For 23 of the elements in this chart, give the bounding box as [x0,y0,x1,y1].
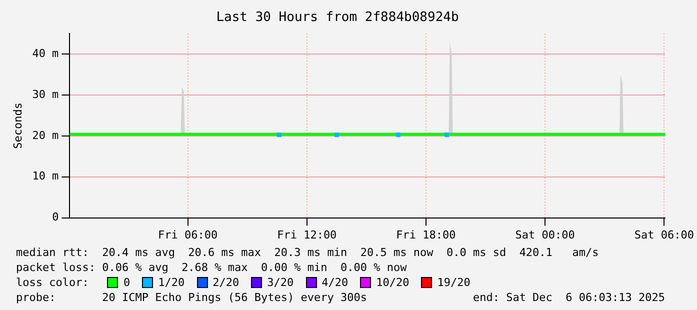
text: packet loss: 0.06 % avg 2.68 % max 0.00 % min 0.00 % now [16,260,408,275]
legend-label: 10/20 [376,275,410,290]
legend-label: 2/20 [212,275,240,290]
y-tick-label: 30 m [32,88,60,101]
x-tick-label: Fri 06:00 [158,228,218,242]
text: median rtt: 20.4 ms avg 20.6 ms max 20.3 ms min 20.5 ms now 0.0 ms sd 420.1 am/s [16,245,600,260]
x-tick-label: Sat 06:00 [634,228,694,242]
y-tick-label: 20 m [32,128,60,142]
x-tick-label: Fri 12:00 [277,228,337,242]
y-tick-label: 10 m [32,170,60,183]
text: probe: 20 ICMP Echo Pings (56 Bytes) every 300s end: Sat Dec 6 06:03:13 2025 [16,290,666,305]
y-tick-label: 0 [52,210,59,224]
chart-title: Last 30 Hours from 2f884b08924b [216,10,459,26]
x-tick-label: Fri 18:00 [396,228,456,242]
legend-label: 4/20 [322,275,348,290]
legend-label: 19/20 [437,275,470,290]
y-axis-title: Seconds [11,102,24,149]
legend-label: 1/20 [158,275,185,290]
x-tick-label: Sat 00:00 [515,228,575,242]
legend-title: loss color: [16,275,90,290]
legend-label: 0 [123,275,130,290]
y-tick-label: 40 m [32,46,60,60]
legend-label: 3/20 [267,275,294,290]
